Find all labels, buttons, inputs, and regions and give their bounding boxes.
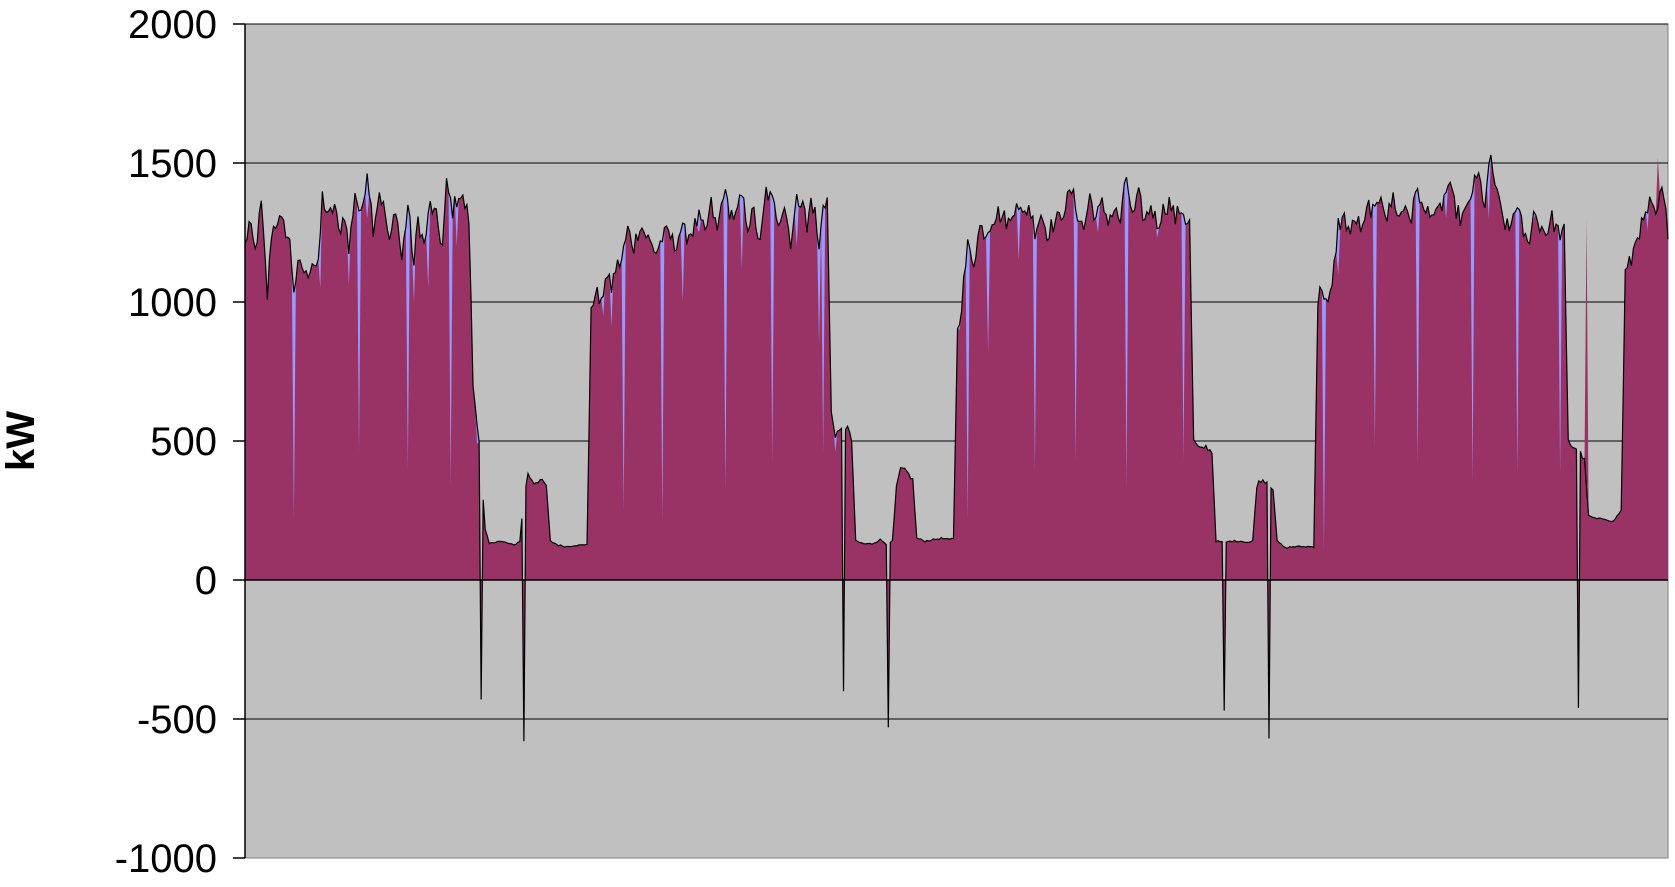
- y-tick-label: 0: [195, 559, 217, 603]
- y-tick-label: 500: [150, 420, 217, 464]
- series-outline-line: [244, 154, 1669, 742]
- y-tick-label: 2000: [128, 3, 217, 47]
- y-tick-label: 1000: [128, 281, 217, 325]
- y-axis-title: kW: [0, 411, 43, 471]
- y-tick-label: -500: [137, 698, 217, 742]
- series-primary-area: [245, 154, 1668, 742]
- series-area: [244, 154, 1669, 742]
- y-tick-label: -1000: [115, 837, 217, 881]
- y-tick-label: 1500: [128, 142, 217, 186]
- y-axis: -1000 -500 0 500 1000 1500 2000: [115, 3, 246, 881]
